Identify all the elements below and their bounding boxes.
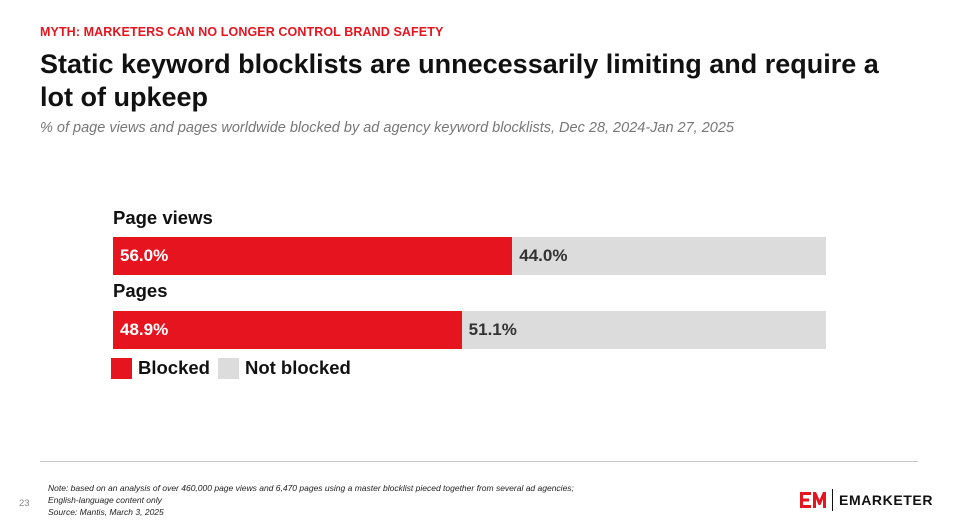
em-logo-icon	[800, 489, 826, 511]
category-label: Pages	[113, 280, 168, 301]
bar-blocked	[113, 311, 462, 349]
bar-not-blocked	[512, 237, 826, 275]
data-label: 44.0%	[519, 246, 568, 265]
legend-label-blocked: Blocked	[138, 357, 210, 378]
footer-divider	[40, 461, 918, 462]
page-number: 23	[19, 498, 30, 509]
brand-logo: EMARKETER	[800, 489, 933, 511]
brand-name: EMARKETER	[839, 492, 934, 508]
footnote-line: Source: Mantis, March 3, 2025	[48, 507, 164, 517]
category-label: Page views	[113, 207, 213, 228]
footnote-line: Note: based on an analysis of over 460,0…	[48, 483, 574, 493]
legend-swatch-blocked	[111, 357, 132, 379]
legend: Blocked Not blocked	[111, 357, 359, 379]
bar-row: 56.0% 44.0%	[113, 237, 826, 275]
legend-item-not-blocked: Not blocked	[217, 357, 351, 379]
bar-not-blocked	[461, 311, 826, 349]
bar-row: 48.9% 51.1%	[113, 311, 826, 349]
footnote-line: English-language content only	[48, 495, 162, 505]
footnote: Note: based on an analysis of over 460,0…	[48, 482, 574, 518]
chart-subtitle: % of page views and pages worldwide bloc…	[40, 120, 734, 136]
bar-blocked	[113, 237, 513, 275]
data-label: 56.0%	[120, 246, 169, 265]
kicker: MYTH: MARKETERS CAN NO LONGER CONTROL BR…	[40, 25, 444, 39]
data-label: 51.1%	[468, 320, 517, 339]
data-label: 48.9%	[120, 320, 169, 339]
logo-separator	[832, 489, 833, 511]
legend-swatch-not-blocked	[217, 357, 239, 379]
chart-title: Static keyword blocklists are unnecessar…	[40, 49, 879, 112]
legend-label-not-blocked: Not blocked	[244, 357, 351, 378]
legend-item-blocked: Blocked	[111, 357, 210, 379]
